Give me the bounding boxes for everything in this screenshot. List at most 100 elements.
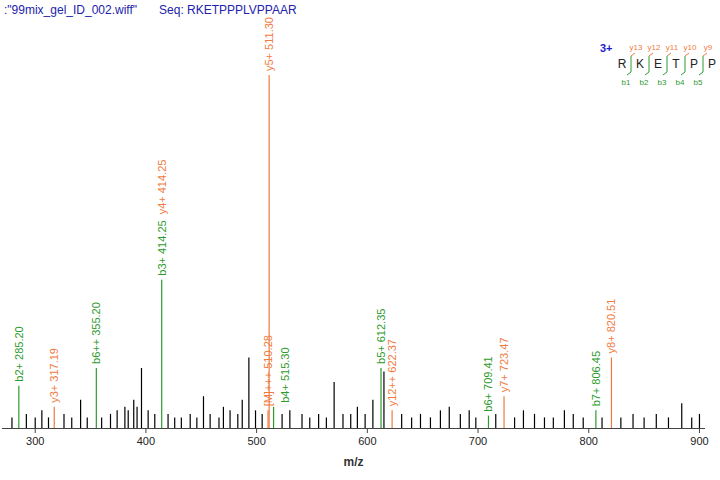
peak [503, 396, 504, 428]
peak [203, 396, 204, 428]
peak [136, 407, 137, 428]
peak [262, 414, 263, 428]
title: :"99mix_gel_ID_002.wiff" [4, 3, 137, 17]
residue: T [672, 57, 680, 71]
b-ion-label: b4 [676, 78, 685, 87]
peak [440, 410, 441, 428]
y-ion-label: y12 [648, 43, 661, 52]
y-ion-label: y13 [630, 43, 643, 52]
peak [96, 368, 97, 428]
peak [544, 417, 545, 428]
peak [41, 410, 42, 428]
peak [35, 417, 36, 428]
peak-label: b6+ 709.41 [482, 356, 494, 411]
peak [380, 368, 381, 428]
peak [534, 414, 535, 428]
peak [154, 414, 155, 428]
peak [523, 410, 524, 428]
peak [488, 416, 489, 428]
residue: K [636, 57, 644, 71]
peak [301, 414, 302, 428]
peak [342, 414, 343, 428]
x-tick-label: 300 [26, 435, 44, 447]
b-ion-label: b2 [640, 78, 649, 87]
peak [357, 407, 358, 428]
y-marker [649, 53, 653, 56]
peak [573, 414, 574, 428]
x-tick-label: 500 [247, 435, 265, 447]
x-tick-label: 900 [690, 435, 708, 447]
peak [63, 414, 64, 428]
peak-label: b7+ 806.45 [590, 351, 602, 406]
b-marker [699, 56, 703, 75]
peak [223, 407, 224, 428]
peak-label: y3+ 317.19 [48, 348, 60, 403]
peak-label: b3+ 414.25 [156, 220, 168, 275]
b-marker [645, 56, 649, 75]
b-marker [681, 56, 685, 75]
peak [273, 407, 274, 428]
peak-label: [M]+++ 510.28 [262, 335, 274, 406]
y-ion-label: y11 [666, 43, 679, 52]
y-marker [631, 53, 635, 56]
y-marker [685, 53, 689, 56]
peak [71, 417, 72, 428]
peak [668, 417, 669, 428]
x-tick [256, 428, 257, 433]
peak [26, 414, 27, 428]
peak [237, 414, 238, 428]
peak-label: y4+ 414.25 [156, 160, 168, 215]
residue: P [690, 57, 698, 71]
peak [420, 414, 421, 428]
peak [255, 410, 256, 428]
peak [161, 280, 162, 428]
peak [656, 414, 657, 428]
peaks [12, 75, 700, 428]
residue: R [618, 57, 627, 71]
peak [365, 414, 366, 428]
x-tick [367, 428, 368, 433]
peak [553, 417, 554, 428]
x-tick [478, 428, 479, 433]
peak [124, 407, 125, 428]
peak [133, 400, 134, 428]
b-ion-label: b5 [694, 78, 703, 87]
peak [699, 414, 700, 428]
charge-state: 3+ [600, 42, 613, 54]
peak [87, 417, 88, 428]
peak [242, 400, 243, 428]
peak [334, 382, 335, 428]
peak [117, 410, 118, 428]
peak [196, 417, 197, 428]
x-tick [145, 428, 146, 433]
peak [601, 417, 602, 428]
x-tick-label: 600 [358, 435, 376, 447]
peak [326, 417, 327, 428]
peak-label: y7+ 723.47 [498, 337, 510, 392]
peak [181, 417, 182, 428]
peak [101, 417, 102, 428]
peak [248, 357, 249, 428]
b-ion-label: b3 [658, 78, 667, 87]
peak [495, 414, 496, 428]
peak [267, 410, 268, 428]
peak [148, 410, 149, 428]
peak [372, 400, 373, 428]
peak [383, 372, 384, 428]
peak-label: b4+ 515.30 [279, 347, 291, 402]
x-axis [2, 428, 705, 429]
peak [110, 414, 111, 428]
x-tick-label: 700 [469, 435, 487, 447]
y-marker [703, 53, 707, 56]
peak [11, 417, 12, 428]
peak [514, 417, 515, 428]
peak [401, 414, 402, 428]
b-marker [663, 56, 667, 75]
peak [681, 403, 682, 428]
peak [350, 414, 351, 428]
peak [218, 417, 219, 428]
peak [460, 414, 461, 428]
peak [141, 368, 142, 428]
x-tick [35, 428, 36, 433]
x-tick [588, 428, 589, 433]
